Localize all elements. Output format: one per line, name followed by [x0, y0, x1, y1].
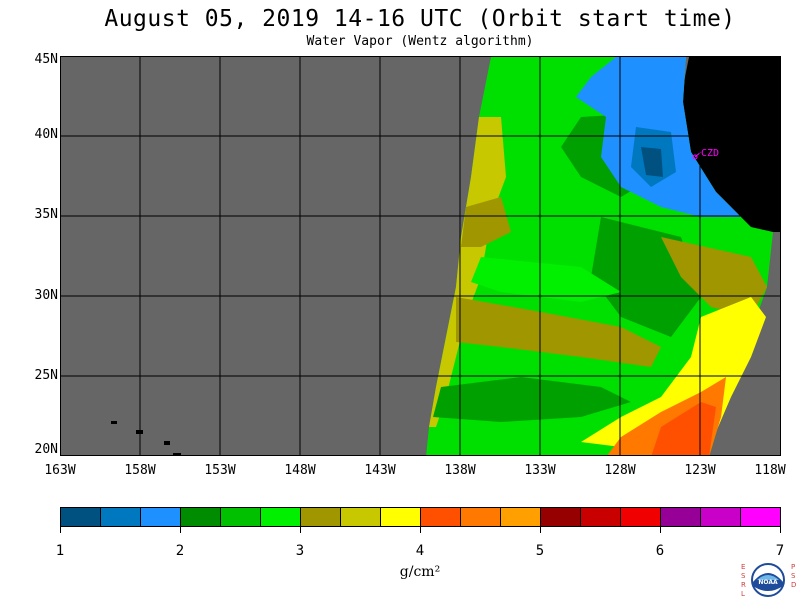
- colorbar-segment: [701, 508, 741, 526]
- hawaiian-islands: [111, 421, 181, 455]
- colorbar-segment: [61, 508, 101, 526]
- colorbar: [60, 507, 781, 527]
- noaa-logo: E S R L NOAA P S D: [737, 560, 799, 600]
- lon-label-153w: 153W: [204, 463, 236, 478]
- lat-label-35n: 35N: [34, 207, 58, 222]
- colorbar-tick: [660, 527, 661, 533]
- colorbar-tick: [300, 527, 301, 533]
- colorbar-segment: [741, 508, 780, 526]
- map-title: August 05, 2019 14-16 UTC (Orbit start t…: [104, 6, 736, 32]
- colorbar-segment: [421, 508, 461, 526]
- lat-label-30n: 30N: [34, 288, 58, 303]
- colorbar-segment: [221, 508, 261, 526]
- colorbar-segment: [381, 508, 421, 526]
- colorbar-tick: [540, 527, 541, 533]
- colorbar-tick: [60, 527, 61, 533]
- colorbar-tick: [180, 527, 181, 533]
- colorbar-segment: [141, 508, 181, 526]
- lon-label-163w: 163W: [44, 463, 76, 478]
- lon-label-123w: 123W: [684, 463, 716, 478]
- lat-label-45n: 45N: [34, 52, 58, 67]
- lon-label-128w: 128W: [604, 463, 636, 478]
- colorbar-segment: [661, 508, 701, 526]
- lat-label-25n: 25N: [34, 368, 58, 383]
- svg-text:S: S: [791, 572, 796, 580]
- colorbar-units: g/cm²: [399, 564, 441, 580]
- map-subtitle: Water Vapor (Wentz algorithm): [306, 34, 534, 49]
- colorbar-label-7: 7: [775, 543, 785, 559]
- lon-label-118w: 118W: [754, 463, 786, 478]
- svg-text:D: D: [791, 581, 796, 589]
- colorbar-segment: [621, 508, 661, 526]
- svg-text:E: E: [741, 563, 745, 571]
- colorbar-label-5: 5: [535, 543, 545, 559]
- lon-label-143w: 143W: [364, 463, 396, 478]
- noaa-logo-text: NOAA: [758, 579, 778, 586]
- land-mass: [681, 57, 780, 232]
- colorbar-tick: [420, 527, 421, 533]
- lon-label-158w: 158W: [124, 463, 156, 478]
- lat-lon-grid: [61, 57, 780, 455]
- colorbar-segment: [581, 508, 621, 526]
- lat-label-40n: 40N: [34, 127, 58, 142]
- lon-label-148w: 148W: [284, 463, 316, 478]
- colorbar-segment: [541, 508, 581, 526]
- colorbar-label-2: 2: [175, 543, 185, 559]
- svg-text:L: L: [741, 590, 745, 598]
- svg-text:S: S: [741, 572, 746, 580]
- colorbar-segment: [341, 508, 381, 526]
- colorbar-segment: [461, 508, 501, 526]
- lon-label-138w: 138W: [444, 463, 476, 478]
- colorbar-segment: [261, 508, 301, 526]
- colorbar-label-4: 4: [415, 543, 425, 559]
- colorbar-segment: [181, 508, 221, 526]
- colorbar-segment: [301, 508, 341, 526]
- colorbar-segment: [101, 508, 141, 526]
- colorbar-label-3: 3: [295, 543, 305, 559]
- water-vapor-map: CZD: [60, 56, 781, 456]
- czd-station-label: CZD: [701, 148, 719, 159]
- colorbar-segment: [501, 508, 541, 526]
- lon-label-133w: 133W: [524, 463, 556, 478]
- map-svg: CZD: [61, 57, 780, 455]
- colorbar-label-6: 6: [655, 543, 665, 559]
- lat-label-20n: 20N: [34, 442, 58, 457]
- colorbar-tick: [780, 527, 781, 533]
- colorbar-label-1: 1: [55, 543, 65, 559]
- svg-text:P: P: [791, 563, 795, 571]
- svg-text:R: R: [741, 581, 746, 589]
